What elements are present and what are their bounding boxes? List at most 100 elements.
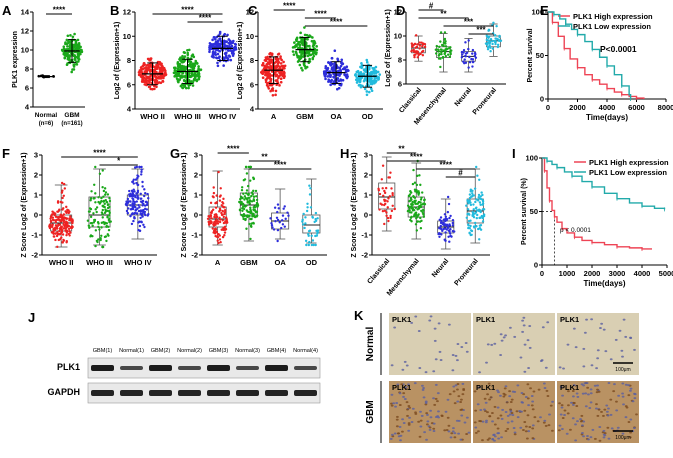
data-point bbox=[54, 220, 58, 224]
data-point bbox=[344, 70, 348, 74]
nucleus bbox=[429, 315, 433, 318]
nucleus bbox=[406, 408, 409, 411]
nucleus bbox=[389, 437, 393, 440]
panel-letter: F bbox=[2, 146, 10, 161]
data-point bbox=[92, 212, 95, 215]
nucleus bbox=[520, 391, 524, 394]
data-point bbox=[279, 80, 283, 84]
nucleus bbox=[407, 383, 410, 386]
y-tick-label: 100 bbox=[525, 154, 538, 163]
nucleus bbox=[508, 390, 511, 393]
nucleus bbox=[462, 389, 466, 392]
data-point bbox=[223, 231, 227, 234]
data-point bbox=[68, 217, 71, 220]
data-point bbox=[312, 39, 316, 43]
data-point bbox=[462, 49, 466, 52]
data-point bbox=[57, 223, 60, 226]
data-point bbox=[218, 220, 222, 224]
y-axis-title: Log2 of (Expression+1) bbox=[385, 9, 392, 87]
data-point bbox=[306, 37, 309, 41]
nucleus bbox=[551, 400, 554, 403]
data-point bbox=[54, 215, 58, 219]
nucleus bbox=[490, 343, 494, 346]
data-point bbox=[276, 228, 280, 232]
data-point bbox=[420, 196, 423, 199]
x-tick-label: 1000 bbox=[559, 269, 576, 278]
data-point bbox=[340, 58, 344, 62]
data-point bbox=[101, 169, 104, 172]
data-point bbox=[423, 45, 427, 49]
nucleus bbox=[621, 395, 625, 398]
data-point bbox=[385, 214, 388, 218]
nucleus bbox=[420, 414, 424, 417]
nucleus bbox=[499, 394, 502, 397]
data-point bbox=[323, 75, 327, 78]
survival-curve-low bbox=[548, 11, 632, 99]
data-point bbox=[307, 234, 310, 237]
data-point bbox=[247, 214, 251, 217]
data-point bbox=[391, 192, 394, 195]
data-point bbox=[383, 209, 387, 212]
nucleus bbox=[488, 398, 491, 401]
data-point bbox=[417, 190, 420, 193]
nucleus bbox=[484, 409, 487, 412]
data-point bbox=[242, 207, 246, 211]
data-point bbox=[182, 78, 186, 82]
data-point bbox=[343, 73, 347, 77]
nucleus bbox=[481, 420, 485, 423]
data-point bbox=[249, 209, 253, 213]
data-point bbox=[409, 190, 412, 193]
data-point bbox=[295, 51, 298, 55]
nucleus bbox=[405, 364, 409, 367]
nucleus bbox=[627, 394, 631, 397]
y-axis-title: Z Score Log2 of (Expression+1) bbox=[21, 152, 28, 257]
data-point bbox=[218, 238, 222, 241]
data-point bbox=[447, 229, 451, 232]
data-point bbox=[66, 45, 69, 48]
nucleus bbox=[523, 343, 527, 346]
x-axis-title: Time(days) bbox=[583, 279, 625, 288]
nucleus bbox=[528, 425, 532, 428]
nucleus bbox=[425, 438, 428, 441]
data-point bbox=[242, 192, 245, 195]
data-point bbox=[246, 184, 250, 188]
data-point bbox=[102, 200, 105, 203]
nucleus bbox=[511, 414, 515, 417]
data-point bbox=[387, 219, 390, 223]
blot-strip bbox=[87, 382, 321, 404]
data-point bbox=[451, 218, 455, 222]
data-point bbox=[365, 90, 369, 93]
data-point bbox=[443, 227, 447, 230]
nucleus bbox=[593, 437, 597, 440]
data-point bbox=[76, 38, 80, 42]
data-point bbox=[270, 224, 274, 227]
data-point bbox=[137, 73, 141, 77]
nucleus bbox=[583, 331, 587, 334]
data-point bbox=[57, 238, 61, 242]
nucleus bbox=[398, 392, 402, 395]
nucleus bbox=[428, 426, 432, 429]
nucleus bbox=[396, 415, 399, 418]
data-point bbox=[276, 64, 280, 68]
data-point bbox=[219, 241, 222, 244]
data-point bbox=[414, 42, 417, 46]
nucleus bbox=[574, 423, 577, 426]
data-point bbox=[223, 225, 227, 228]
legend-label: PLK1 High expression bbox=[573, 12, 653, 21]
data-point bbox=[93, 183, 96, 187]
data-point bbox=[481, 220, 485, 223]
data-point bbox=[131, 212, 134, 215]
data-point bbox=[494, 34, 497, 37]
nucleus bbox=[559, 386, 563, 389]
nucleus bbox=[581, 424, 584, 427]
x-tick-label: A bbox=[215, 258, 221, 267]
data-point bbox=[410, 198, 413, 201]
significance-label: **** bbox=[93, 149, 106, 158]
significance-label: **** bbox=[283, 2, 296, 11]
data-point bbox=[330, 67, 334, 71]
data-point bbox=[324, 77, 327, 81]
data-point bbox=[241, 209, 244, 212]
nucleus bbox=[433, 339, 437, 342]
